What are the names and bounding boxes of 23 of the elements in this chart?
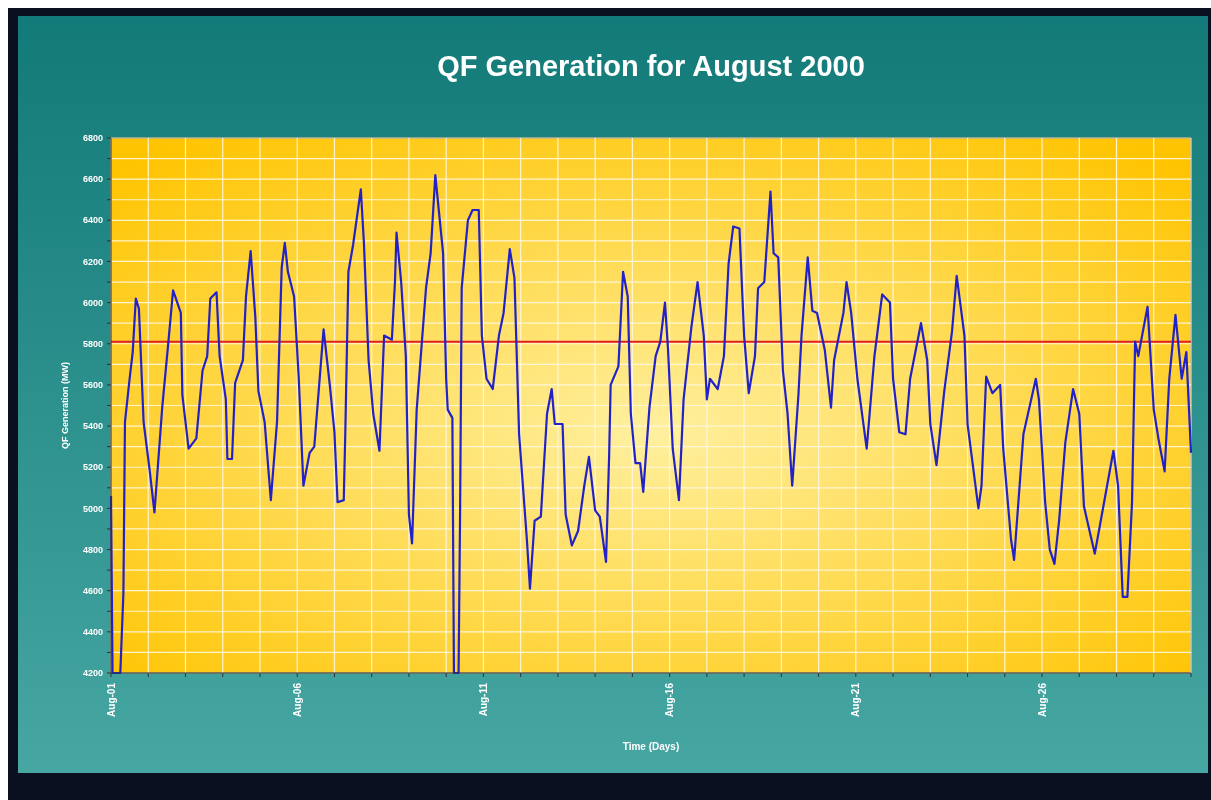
x-axis-title: Time (Days) <box>622 741 680 752</box>
x-tick-label: Aug-21 <box>850 682 862 717</box>
y-tick-label: 6600 <box>82 174 103 185</box>
y-tick-label: 6400 <box>82 215 103 226</box>
y-tick-label: 4400 <box>82 627 103 637</box>
x-tick-label: Aug-11 <box>477 682 489 717</box>
y-tick-label: 5200 <box>82 462 103 473</box>
y-tick-label: 4800 <box>82 544 103 555</box>
x-tick-label: Aug-16 <box>664 682 676 717</box>
x-tick-label: Aug-26 <box>1036 682 1048 717</box>
chart-title: QF Generation for August 2000 <box>437 50 865 82</box>
y-tick-label: 4600 <box>82 585 103 596</box>
y-tick-label: 5000 <box>82 503 103 514</box>
y-tick-label: 6200 <box>82 256 103 267</box>
x-tick-label: Aug-01 <box>105 682 117 717</box>
y-tick-label: 6000 <box>82 297 103 308</box>
y-tick-label: 6800 <box>82 133 103 144</box>
y-tick-label: 5600 <box>82 380 103 391</box>
y-tick-label: 5400 <box>82 421 103 432</box>
y-tick-label: 5800 <box>82 338 103 349</box>
x-tick-label: Aug-06 <box>291 682 303 717</box>
y-tick-label: 4200 <box>82 668 103 679</box>
y-axis-title: QF Generation (MW) <box>60 362 70 449</box>
